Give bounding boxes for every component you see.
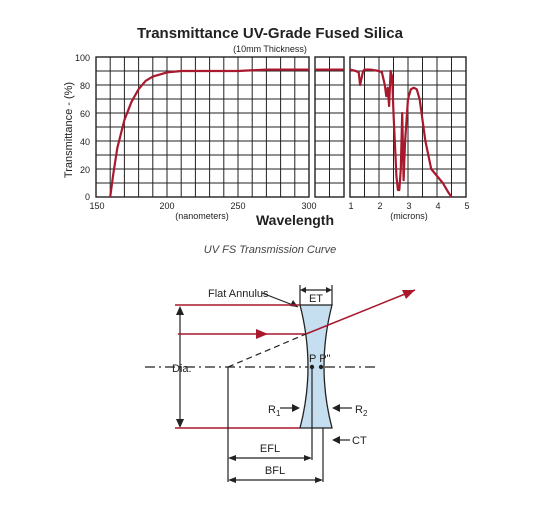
- ct-arrowhead: [332, 436, 340, 444]
- efl-label: EFL: [260, 443, 280, 455]
- bfl-arrow-left: [228, 477, 236, 483]
- bfl-arrow-right: [315, 477, 323, 483]
- flat-annulus-arrowhead: [290, 300, 298, 307]
- x-tick-label: 150: [89, 201, 104, 211]
- y-axis-label: Transmittance - (%): [63, 82, 75, 178]
- x-tick-label: 5: [464, 201, 469, 211]
- x-unit-nanometers: (nanometers): [175, 211, 229, 221]
- chart-panel: [95, 56, 310, 198]
- x-unit-microns: (microns): [390, 211, 428, 221]
- et-arrow-left: [300, 287, 306, 293]
- x-tick-labels: 150 200 250 300 1 2 3 4 5: [89, 201, 469, 211]
- transmittance-curve: [109, 68, 309, 198]
- x-tick-label: 1: [348, 201, 353, 211]
- r1-label: R1: [268, 404, 281, 418]
- y-tick-label: 40: [80, 137, 90, 147]
- y-tick-label: 60: [80, 109, 90, 119]
- virtual-ray-extension: [227, 333, 307, 368]
- y-tick-labels: 100 80 60 40 20 0: [75, 53, 90, 202]
- x-tick-label: 4: [435, 201, 440, 211]
- exit-ray-arrow: [402, 290, 415, 299]
- x-tick-label: 3: [406, 201, 411, 211]
- dia-label: Dia.: [172, 363, 192, 375]
- panel-frame: [95, 56, 310, 198]
- chart-subtitle: (10mm Thickness): [233, 44, 307, 54]
- efl-arrow-right: [304, 455, 312, 461]
- chart-panel: [349, 56, 467, 198]
- r2-letter: R: [355, 404, 363, 416]
- flat-annulus-label: Flat Annulus: [208, 288, 269, 300]
- ct-label: CT: [352, 435, 367, 447]
- incoming-ray-arrow: [256, 329, 268, 339]
- panel-frame: [349, 56, 467, 198]
- y-tick-label: 0: [85, 192, 90, 202]
- r1-letter: R: [268, 404, 276, 416]
- r2-arrowhead: [332, 404, 340, 412]
- principal-points-label: P P": [309, 353, 331, 365]
- y-tick-label: 80: [80, 81, 90, 91]
- bfl-label: BFL: [265, 465, 285, 477]
- x-tick-label: 2: [377, 201, 382, 211]
- r1-subscript: 1: [276, 409, 281, 418]
- chart-panel: [314, 56, 345, 198]
- x-tick-label: 200: [159, 201, 174, 211]
- x-axis-label: Wavelength: [256, 212, 334, 228]
- et-arrow-right: [326, 287, 332, 293]
- negative-lens: [299, 304, 333, 429]
- et-label: ET: [309, 293, 323, 305]
- y-tick-label: 100: [75, 53, 90, 63]
- dia-arrow-top: [176, 306, 184, 315]
- chart-panels: [95, 56, 467, 198]
- lens-diagram: Flat Annulus ET Dia. P P" R1: [145, 285, 416, 483]
- dia-arrow-bottom: [176, 419, 184, 428]
- chart-title: Transmittance UV-Grade Fused Silica: [137, 25, 404, 42]
- r1-arrowhead: [292, 404, 300, 412]
- x-tick-label: 300: [301, 201, 316, 211]
- y-tick-label: 20: [80, 165, 90, 175]
- exit-ray: [305, 289, 416, 335]
- x-tick-label: 250: [230, 201, 245, 211]
- r2-subscript: 2: [363, 409, 368, 418]
- principal-point-p2: [318, 364, 324, 370]
- figure-caption: UV FS Transmission Curve: [204, 244, 336, 256]
- transmittance-curve: [349, 68, 453, 198]
- r2-label: R2: [355, 404, 368, 418]
- efl-arrow-left: [228, 455, 236, 461]
- panel-frame: [314, 56, 345, 198]
